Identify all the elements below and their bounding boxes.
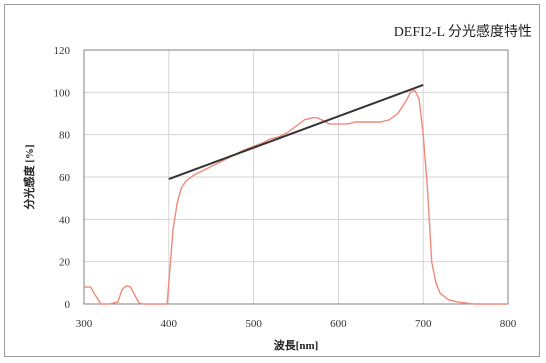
y-tick-label: 120 [54, 45, 71, 57]
y-axis-label: 分光感度 [%] [22, 144, 36, 209]
x-tick-label: 400 [161, 318, 178, 330]
y-tick-label: 0 [65, 299, 71, 311]
x-tick-labels: 300 400 500 600 700 800 [76, 318, 517, 330]
y-tick-labels: 0 20 40 60 80 100 120 [54, 45, 71, 311]
y-tick-label: 100 [54, 87, 71, 99]
x-tick-label: 800 [500, 318, 517, 330]
x-tick-label: 300 [76, 318, 93, 330]
y-tick-label: 20 [59, 257, 71, 269]
grid-lines [83, 49, 509, 305]
x-tick-label: 600 [330, 318, 347, 330]
x-tick-label: 500 [245, 318, 262, 330]
chart-frame [4, 4, 540, 357]
y-tick-label: 60 [59, 172, 71, 184]
chart-title: DEFI2-L 分光感度特性 [394, 23, 532, 40]
sensitivity-curve [84, 89, 508, 305]
x-axis-label: 波長[nm] [274, 338, 319, 352]
series-layer [84, 83, 508, 305]
y-tick-label: 80 [59, 130, 71, 142]
trend-line [168, 83, 424, 181]
y-tick-label: 40 [59, 214, 71, 226]
x-tick-label: 700 [415, 318, 432, 330]
plot-area [83, 49, 509, 305]
